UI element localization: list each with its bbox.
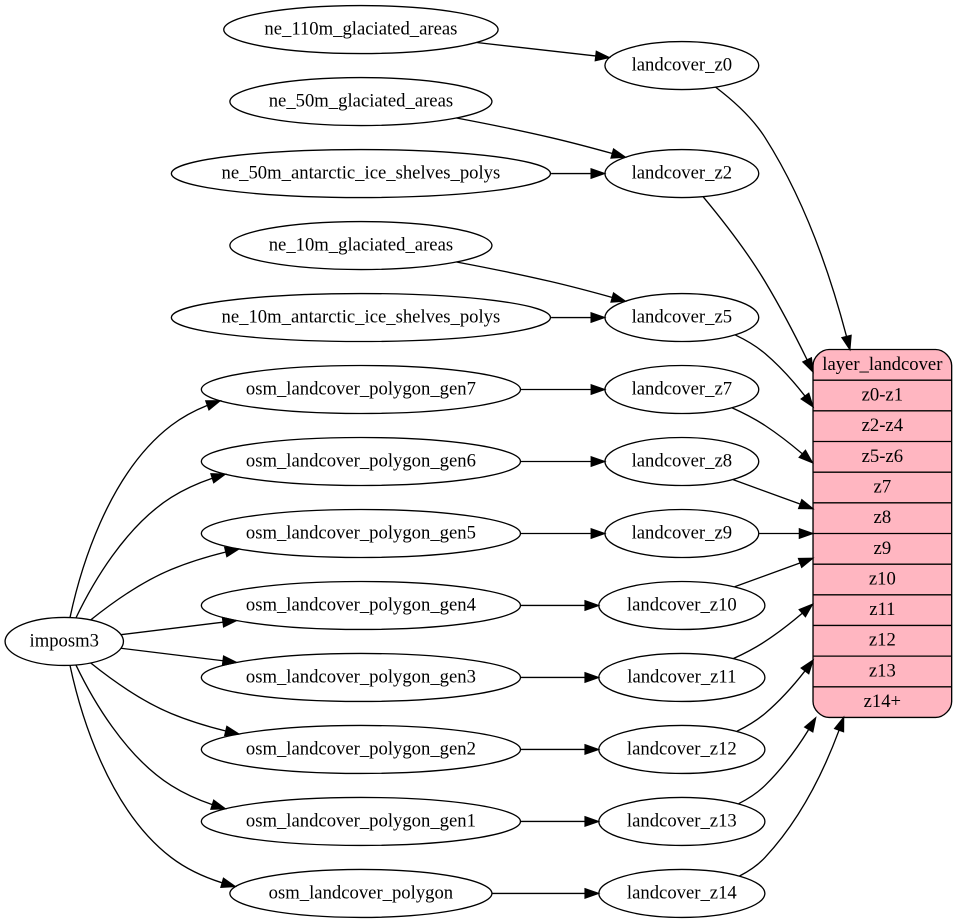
svg-text:landcover_z2: landcover_z2 <box>632 162 733 183</box>
svg-text:z0-z1: z0-z1 <box>862 384 903 405</box>
svg-text:z9: z9 <box>874 538 892 559</box>
svg-text:z14+: z14+ <box>864 691 901 712</box>
svg-text:z7: z7 <box>874 476 892 497</box>
svg-text:z12: z12 <box>869 630 896 651</box>
svg-text:imposm3: imposm3 <box>30 630 99 651</box>
svg-text:ne_110m_glaciated_areas: ne_110m_glaciated_areas <box>264 18 457 39</box>
svg-text:osm_landcover_polygon_gen7: osm_landcover_polygon_gen7 <box>246 378 476 399</box>
svg-text:landcover_z7: landcover_z7 <box>632 378 733 399</box>
svg-text:ne_10m_glaciated_areas: ne_10m_glaciated_areas <box>269 234 453 255</box>
svg-text:z5-z6: z5-z6 <box>862 446 903 467</box>
svg-text:landcover_z13: landcover_z13 <box>627 810 737 831</box>
svg-text:landcover_z11: landcover_z11 <box>627 666 736 687</box>
svg-text:osm_landcover_polygon_gen3: osm_landcover_polygon_gen3 <box>246 666 476 687</box>
svg-text:landcover_z9: landcover_z9 <box>632 522 733 543</box>
svg-text:ne_10m_antarctic_ice_shelves_p: ne_10m_antarctic_ice_shelves_polys <box>222 306 501 327</box>
svg-text:landcover_z12: landcover_z12 <box>627 738 737 759</box>
svg-text:osm_landcover_polygon_gen5: osm_landcover_polygon_gen5 <box>246 522 476 543</box>
svg-text:landcover_z8: landcover_z8 <box>632 450 733 471</box>
svg-text:z8: z8 <box>874 507 892 528</box>
svg-text:osm_landcover_polygon_gen2: osm_landcover_polygon_gen2 <box>246 738 476 759</box>
svg-text:z2-z4: z2-z4 <box>862 415 904 436</box>
svg-text:landcover_z5: landcover_z5 <box>632 306 733 327</box>
svg-text:landcover_z0: landcover_z0 <box>632 54 733 75</box>
svg-text:osm_landcover_polygon_gen6: osm_landcover_polygon_gen6 <box>246 450 476 471</box>
svg-text:layer_landcover: layer_landcover <box>822 354 943 375</box>
svg-text:z13: z13 <box>869 660 896 681</box>
svg-text:osm_landcover_polygon_gen1: osm_landcover_polygon_gen1 <box>246 810 476 831</box>
svg-text:osm_landcover_polygon: osm_landcover_polygon <box>269 882 454 903</box>
svg-text:z11: z11 <box>869 599 895 620</box>
svg-text:landcover_z14: landcover_z14 <box>627 882 737 903</box>
svg-text:ne_50m_antarctic_ice_shelves_p: ne_50m_antarctic_ice_shelves_polys <box>222 162 501 183</box>
svg-text:z10: z10 <box>869 568 896 589</box>
svg-text:landcover_z10: landcover_z10 <box>627 594 737 615</box>
svg-text:osm_landcover_polygon_gen4: osm_landcover_polygon_gen4 <box>246 594 477 615</box>
svg-text:ne_50m_glaciated_areas: ne_50m_glaciated_areas <box>269 90 453 111</box>
